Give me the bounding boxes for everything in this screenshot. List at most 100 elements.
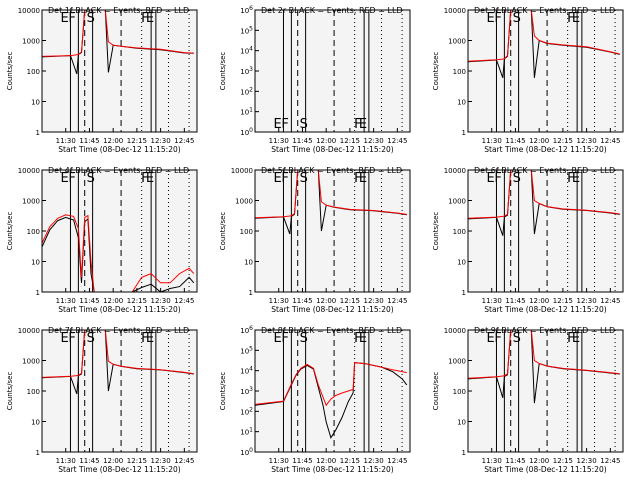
y-tick-label: 100 [27,68,40,76]
flag-letter: F [68,11,75,26]
flag-letter: F [494,331,501,346]
lld-series-line [41,214,195,293]
x-tick-label: 12:45 [600,137,620,145]
x-tick-label: 11:45 [292,137,312,145]
x-tick-label: 12:00 [103,297,123,305]
x-axis-label: Start Time (08-Dec-12 11:15:20) [271,305,393,314]
flag-letter: E [273,117,281,132]
lld-series-line [254,362,407,407]
y-tick-label: 10 [457,259,466,267]
y-tick-label: 100 [240,228,253,236]
y-axis-label: Counts/sec [219,212,227,251]
x-tick-label: 12:00 [529,297,549,305]
flag-letter: E [146,11,154,26]
y-tick-label: 100 [453,68,466,76]
y-tick-label: 106 [240,5,253,15]
x-tick-label: 11:30 [269,137,289,145]
y-tick-label: 1000 [235,198,253,206]
x-tick-label: 12:15 [127,137,147,145]
y-tick-label: 1 [462,129,466,137]
y-axis-label: Counts/sec [432,372,440,411]
y-tick-label: 104 [240,46,253,56]
flag-letter: F [281,117,288,132]
y-tick-label: 1 [36,289,40,297]
x-tick-label: 12:00 [103,457,123,465]
y-tick-label: 102 [240,86,253,96]
x-tick-label: 12:15 [340,137,360,145]
x-tick-label: 12:30 [151,137,171,145]
x-tick-label: 12:15 [127,457,147,465]
y-tick-label: 105 [240,25,253,35]
y-tick-label: 105 [240,345,253,355]
x-axis-label: Start Time (08-Dec-12 11:15:20) [58,145,180,154]
y-tick-label: 10 [457,419,466,427]
flag-letter: S [87,11,95,26]
y-tick-label: 1 [462,449,466,457]
y-tick-label: 1 [462,289,466,297]
plot-background [468,330,623,452]
y-tick-label: 100 [27,388,40,396]
panel-title: Det 5f BLACK = Events, RED = LLD [261,166,402,175]
flag-letter: S [513,331,521,346]
x-tick-label: 12:45 [387,297,407,305]
x-tick-label: 12:00 [316,457,336,465]
flag-letter: F [567,171,574,186]
plot-background [255,10,410,132]
y-tick-label: 1000 [448,38,466,46]
x-tick-label: 12:30 [151,297,171,305]
flag-letter: F [68,331,75,346]
flag-letter: F [354,331,361,346]
flag-letter: F [494,11,501,26]
x-tick-label: 11:30 [482,137,502,145]
y-tick-label: 100 [27,228,40,236]
x-tick-label: 12:15 [340,297,360,305]
x-tick-label: 12:15 [553,137,573,145]
x-tick-label: 12:45 [600,297,620,305]
panel-title: Det 1f BLACK = Events, RED = LLD [48,6,189,15]
x-tick-label: 11:45 [79,457,99,465]
flag-letter: E [60,331,68,346]
flag-letter: E [359,171,367,186]
panel-title: Det 7f BLACK = Events, RED = LLD [48,326,189,335]
flag-letter: F [281,171,288,186]
y-tick-label: 100 [453,388,466,396]
y-tick-label: 10000 [18,7,40,15]
plot-background [42,330,197,452]
y-axis-label: Counts/sec [6,52,14,91]
flag-letter: S [513,11,521,26]
x-tick-label: 12:45 [387,457,407,465]
panel-title: Det 4f BLACK = Events, RED = LLD [48,166,189,175]
x-tick-label: 12:15 [340,457,360,465]
y-tick-label: 101 [240,107,253,117]
flag-letter: E [146,171,154,186]
y-tick-label: 1000 [448,198,466,206]
x-tick-label: 11:30 [269,297,289,305]
y-axis-label: Counts/sec [219,52,227,91]
flag-letter: F [354,171,361,186]
y-axis-label: Counts/sec [6,372,14,411]
flag-letter: S [300,331,308,346]
y-tick-label: 10000 [444,7,466,15]
x-tick-label: 11:30 [482,297,502,305]
x-axis-label: Start Time (08-Dec-12 11:15:20) [484,465,606,474]
x-tick-label: 12:30 [577,297,597,305]
flag-letter: E [359,331,367,346]
panel-title: Det 6f BLACK = Events, RED = LLD [474,166,615,175]
x-tick-label: 11:30 [56,137,76,145]
flag-letter: E [273,331,281,346]
x-tick-label: 11:45 [505,457,525,465]
x-tick-label: 12:00 [316,297,336,305]
flag-letter: S [300,117,308,132]
y-tick-label: 1 [36,449,40,457]
flag-letter: E [486,171,494,186]
x-tick-label: 11:45 [79,137,99,145]
x-tick-label: 11:45 [505,297,525,305]
plot-background [42,10,197,132]
flag-letter: F [281,331,288,346]
